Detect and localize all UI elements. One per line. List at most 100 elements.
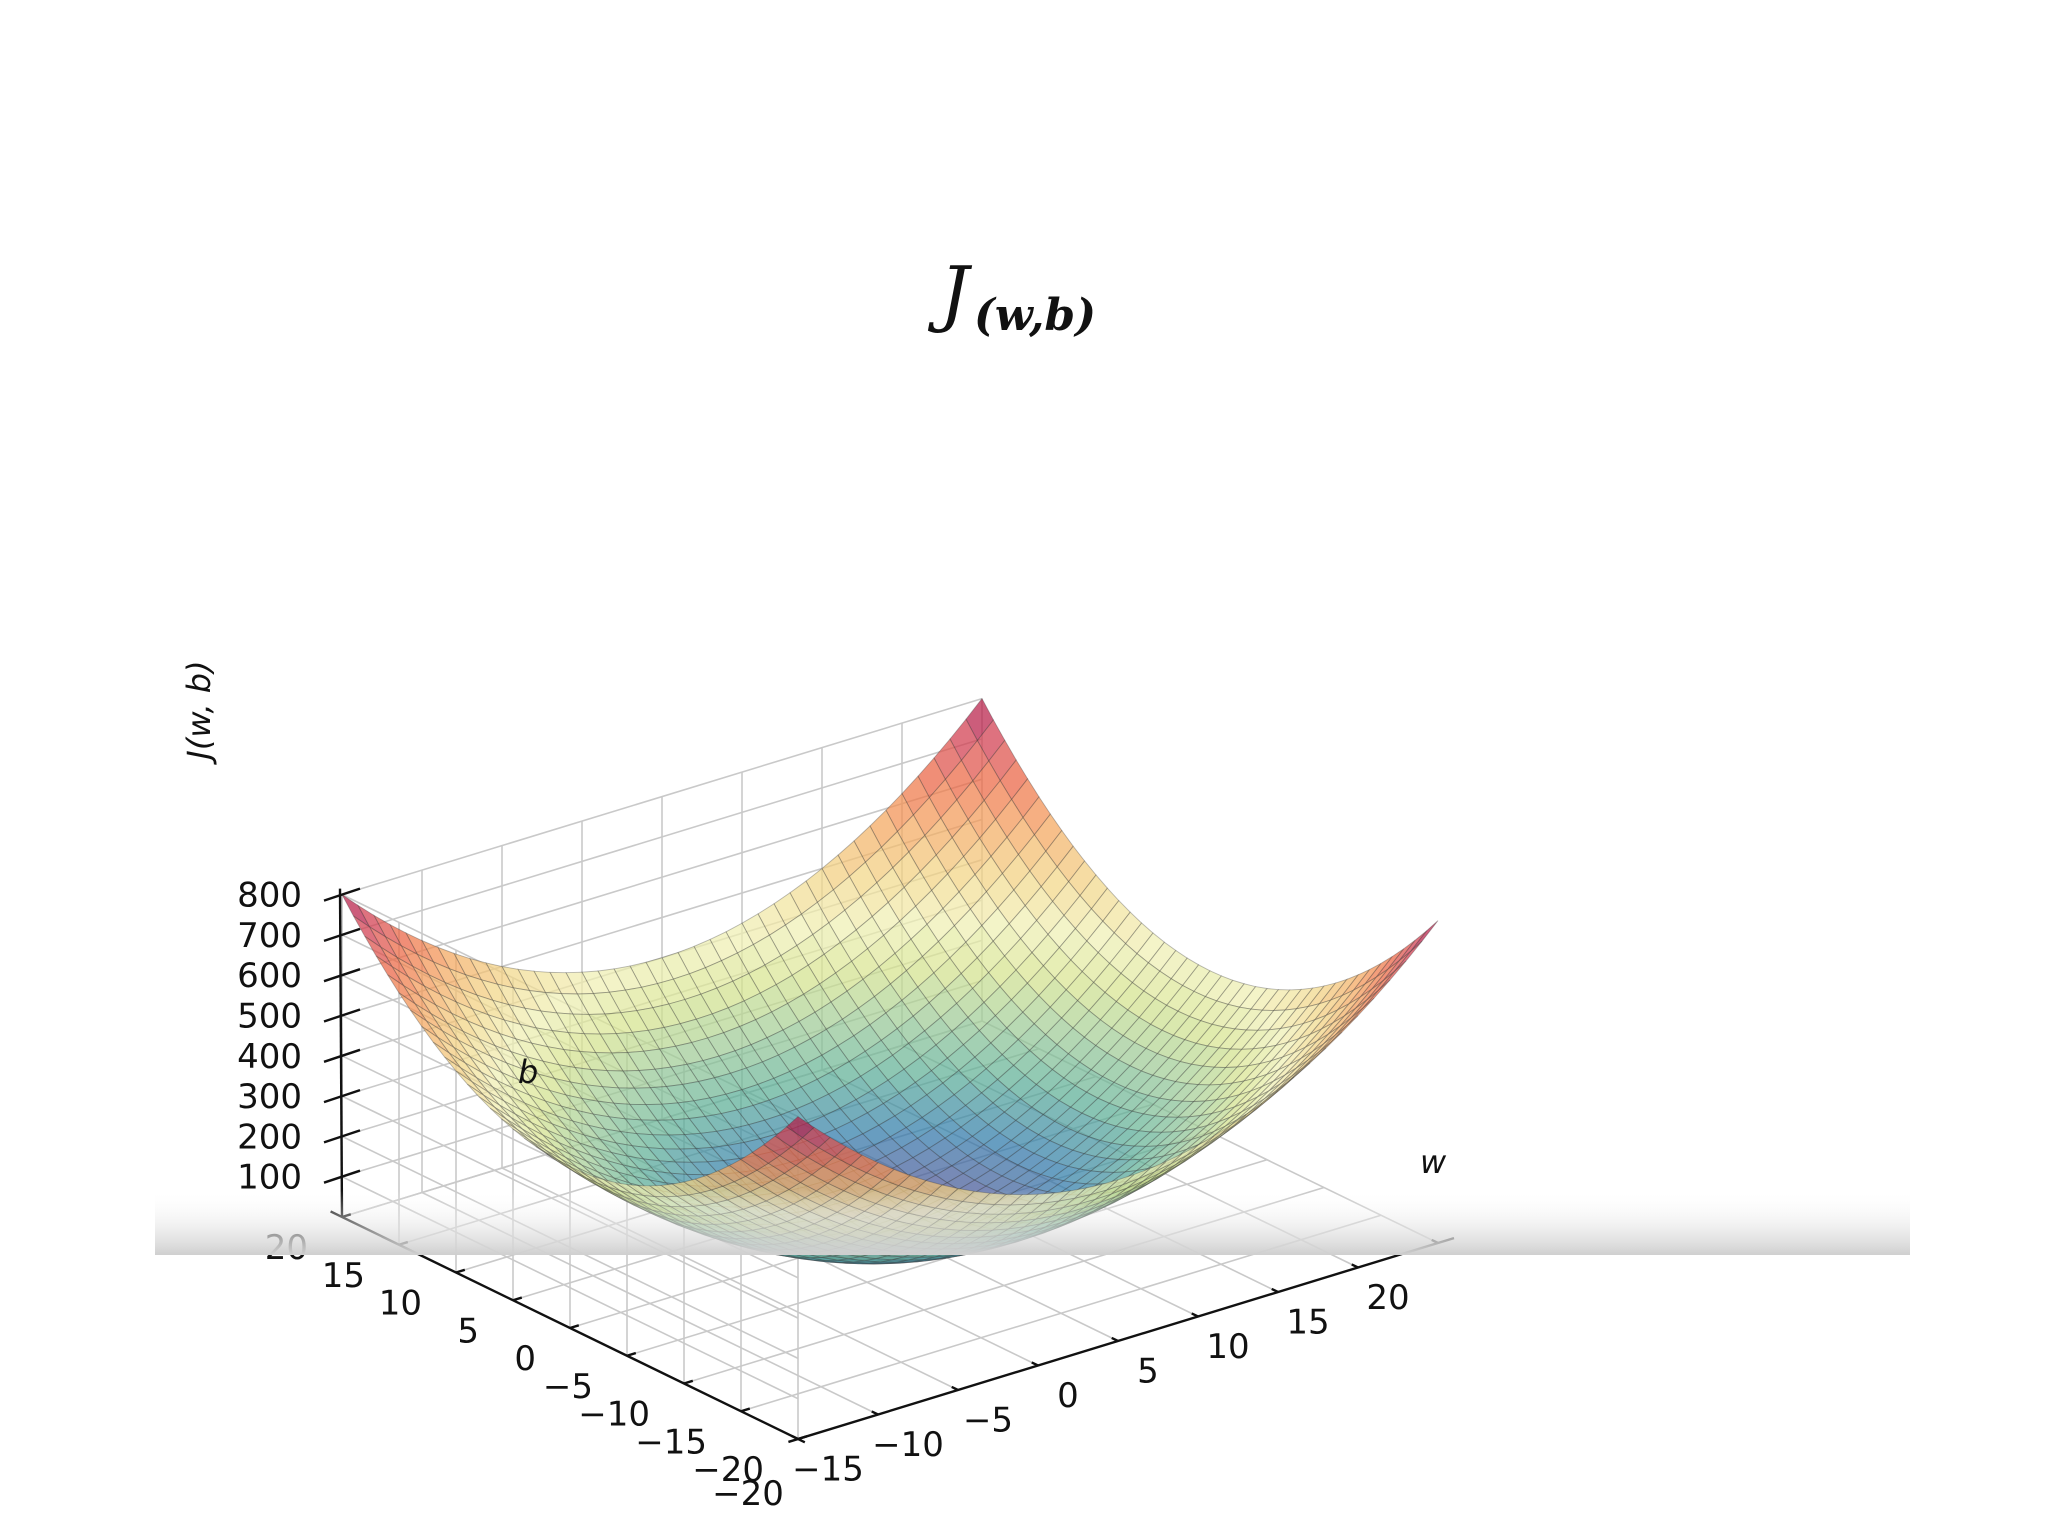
surface-facet <box>1371 960 1400 990</box>
surface-facet <box>898 1081 928 1107</box>
surface-facet <box>525 1056 556 1080</box>
w-axis-tick <box>1191 1312 1199 1318</box>
surface-facet <box>1101 1059 1131 1083</box>
surface-facet <box>962 1029 992 1058</box>
surface-facet <box>811 1093 841 1117</box>
surface-facet <box>524 1137 553 1158</box>
surface-facet <box>785 1116 815 1139</box>
surface-facet <box>446 1022 475 1049</box>
surface-facet <box>524 1102 553 1125</box>
surface-facet <box>1040 1043 1070 1071</box>
surface-facet <box>594 1147 625 1166</box>
surface-facet <box>1151 1057 1182 1080</box>
surface-facet <box>663 1023 693 1047</box>
surface-facet <box>1261 1064 1290 1087</box>
surface-facet <box>469 1056 498 1081</box>
surface-facet <box>1067 1036 1097 1063</box>
surface-facet <box>1250 1069 1279 1092</box>
surface-facet <box>590 1068 620 1089</box>
surface-facet <box>1060 999 1090 1029</box>
surface-facet <box>569 1153 598 1173</box>
surface-facet <box>539 1108 570 1131</box>
surface-facet <box>1051 1165 1081 1182</box>
surface-facet <box>676 1100 707 1119</box>
surface-facet <box>558 1064 588 1086</box>
surface-facet <box>1168 1153 1197 1173</box>
surface-facet <box>535 1146 564 1166</box>
surface-facet <box>1126 1171 1155 1189</box>
surface-facet <box>1074 908 1104 942</box>
surface-facet <box>1197 1066 1227 1086</box>
surface-facet <box>1001 1038 1031 1067</box>
surface-facet <box>802 1258 831 1263</box>
b-axis-tick <box>455 1268 466 1274</box>
w-tick-label: −20 <box>712 1474 784 1514</box>
b-tick-label: −10 <box>578 1395 650 1435</box>
surface-facet <box>955 1135 985 1157</box>
b-axis-tick <box>683 1379 694 1385</box>
surface-facet <box>1355 980 1384 1009</box>
surface-facet <box>1222 1006 1252 1030</box>
w-axis-label: w <box>1420 1143 1447 1181</box>
surface-facet <box>521 1128 550 1150</box>
surface-facet <box>1115 1110 1145 1130</box>
surface-facet <box>1069 1091 1099 1114</box>
surface-facet <box>1282 1062 1311 1088</box>
z-axis-tick <box>323 1129 361 1144</box>
surface-facet <box>1110 1128 1141 1146</box>
surface-facet <box>857 1262 886 1265</box>
surface-facet <box>1033 1140 1063 1159</box>
surface-facet <box>1113 911 1143 945</box>
surface-facet <box>985 1053 1015 1081</box>
surface-facet <box>907 1030 937 1059</box>
surface-facet <box>516 1078 547 1102</box>
surface-facet <box>1058 927 1088 961</box>
surface-facet <box>1387 939 1416 970</box>
surface-facet <box>1001 1164 1031 1182</box>
surface-facet <box>1266 1052 1295 1075</box>
surface-facet <box>1177 990 1207 1017</box>
b-tick-label: −20 <box>692 1450 764 1490</box>
surface-facet <box>1068 860 1097 897</box>
surface-facet <box>1033 813 1063 852</box>
surface-facet <box>501 965 531 992</box>
back-wall-grid-z <box>341 697 983 896</box>
z-axis-tick <box>323 968 361 983</box>
surface-facet <box>1147 941 1177 972</box>
w-tick-label: 15 <box>1286 1303 1329 1343</box>
surface-facet <box>1186 1135 1215 1156</box>
w-axis-tick <box>871 1410 879 1416</box>
w-tick-label: 20 <box>1366 1278 1409 1318</box>
z-axis-tick <box>323 1008 361 1023</box>
surface-facet <box>432 960 462 991</box>
surface-facet <box>1103 1107 1134 1127</box>
surface-facet <box>1113 1065 1143 1089</box>
w-tick-label: −5 <box>963 1401 1013 1441</box>
surface-facet <box>505 1118 534 1141</box>
surface-facet <box>1213 1111 1242 1132</box>
surface-facet <box>1145 1029 1175 1055</box>
surface-facet <box>1115 981 1145 1011</box>
surface-facet <box>1036 900 1065 936</box>
surface-facet <box>546 1046 576 1069</box>
z-tick-label: 300 <box>237 1077 302 1117</box>
surface-facet <box>528 989 558 1014</box>
surface-facet <box>1079 874 1108 910</box>
surface-facet <box>1097 932 1127 965</box>
surface-facet <box>437 1037 466 1064</box>
surface-facet <box>875 1054 905 1081</box>
surface-facet <box>453 952 483 981</box>
surface-facet <box>1056 845 1086 883</box>
surface-facet <box>674 1161 704 1176</box>
surface-facet <box>1049 989 1079 1019</box>
surface-facet <box>1213 1048 1243 1068</box>
surface-facet <box>1104 972 1134 1003</box>
surface-facet <box>1108 942 1138 975</box>
z-axis-label: J(w, b) <box>180 660 218 765</box>
surface-facet <box>547 1129 576 1150</box>
w-axis-line <box>788 1236 1455 1444</box>
b-axis-tick <box>626 1351 637 1357</box>
surface-facet <box>603 1128 634 1147</box>
surface-facet <box>1323 1017 1352 1045</box>
surface-facet <box>1083 1139 1113 1157</box>
